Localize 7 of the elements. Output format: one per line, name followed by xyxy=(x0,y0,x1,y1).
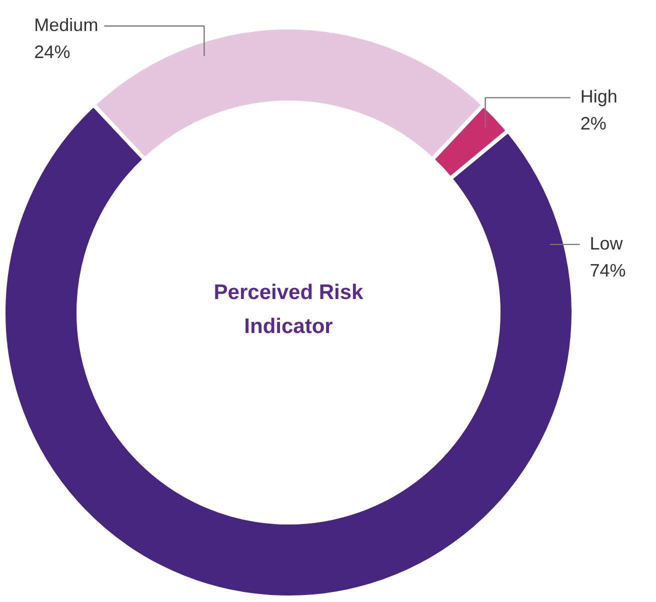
slice-label: High xyxy=(580,86,618,107)
slice-label: Low xyxy=(590,233,624,254)
text: Perceived Risk Indicator xyxy=(214,281,364,338)
data-label: 24% xyxy=(34,42,70,62)
data-label: 74% xyxy=(590,260,626,280)
slice-label: Medium xyxy=(34,15,98,36)
data-label: 2% xyxy=(580,114,606,134)
